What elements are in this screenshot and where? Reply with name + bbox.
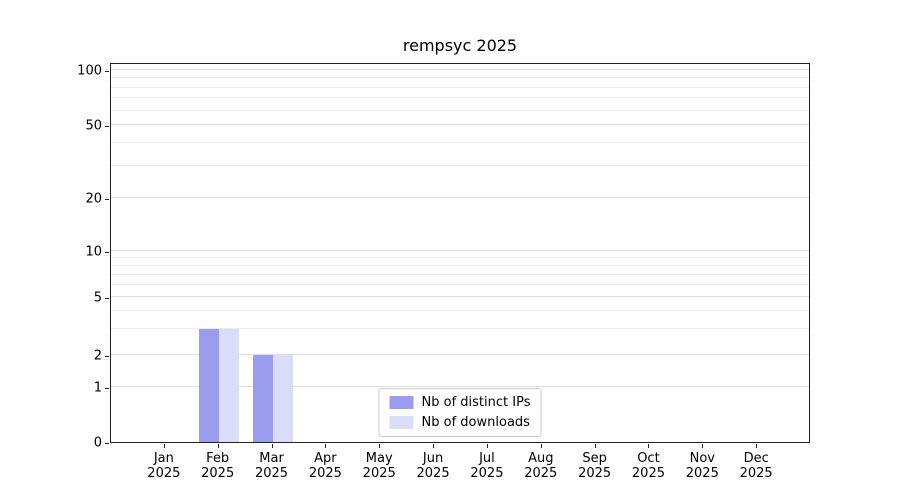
y-tick-label: 100 — [77, 63, 102, 79]
y-tick-label: 0 — [93, 435, 102, 451]
gridline — [111, 257, 809, 259]
y-tick-label: 50 — [85, 118, 102, 134]
bar-feb-distinct-ips — [198, 329, 219, 442]
x-tick-mark — [702, 444, 704, 448]
x-tick-mark — [486, 444, 488, 448]
y-tick-mark — [105, 126, 109, 127]
y-tick-mark — [105, 199, 109, 200]
x-tick-mark — [756, 444, 758, 448]
plot-area: Nb of distinct IPs Nb of downloads — [110, 63, 810, 443]
gridline — [111, 273, 809, 275]
x-tick-label: Jun 2025 — [416, 451, 450, 482]
x-tick-label: Oct 2025 — [631, 451, 665, 482]
x-tick-label: Dec 2025 — [739, 451, 773, 482]
y-tick-mark — [105, 356, 109, 358]
y-tick-label: 5 — [93, 290, 102, 306]
legend-swatch-distinct-ips — [389, 396, 414, 409]
x-tick-mark — [217, 444, 219, 448]
gridline — [111, 386, 809, 388]
y-tick-mark — [105, 388, 109, 389]
gridline — [111, 296, 809, 297]
gridline — [111, 283, 809, 285]
x-tick-mark — [540, 444, 542, 448]
bar-mar-downloads — [272, 355, 293, 442]
y-tick-mark — [105, 252, 109, 253]
gridline — [111, 197, 809, 199]
gridline — [111, 141, 809, 143]
x-tick-label: Feb 2025 — [201, 451, 235, 482]
gridline — [111, 109, 809, 111]
x-tick-label: Mar 2025 — [254, 451, 289, 482]
y-tick-mark — [105, 443, 109, 444]
bar-mar-distinct-ips — [252, 355, 273, 442]
x-tick-label: Jan 2025 — [147, 451, 181, 482]
x-tick-label: Jul 2025 — [470, 451, 504, 482]
y-tick-label: 2 — [93, 348, 102, 364]
gridline — [111, 69, 809, 71]
x-tick-label: Nov 2025 — [685, 451, 719, 482]
x-tick-label: Apr 2025 — [308, 451, 342, 482]
x-tick-mark — [163, 444, 165, 448]
x-tick-label: Sep 2025 — [578, 451, 612, 482]
chart-title: rempsyc 2025 — [402, 36, 518, 55]
y-tick-mark — [105, 71, 109, 73]
gridline — [111, 354, 809, 356]
legend-label-downloads: Nb of downloads — [421, 415, 530, 430]
x-tick-label: May 2025 — [362, 451, 396, 482]
bar-feb-downloads — [218, 329, 239, 442]
gridline — [111, 310, 809, 312]
gridline — [111, 97, 809, 99]
gridline — [111, 328, 809, 330]
y-tick-label: 1 — [93, 380, 102, 396]
y-tick-label: 10 — [85, 244, 102, 260]
legend-item-downloads: Nb of downloads — [389, 415, 531, 430]
gridline — [111, 86, 809, 88]
x-tick-mark — [648, 444, 650, 448]
gridline — [111, 250, 809, 252]
legend-label-distinct-ips: Nb of distinct IPs — [421, 395, 531, 410]
gridline — [111, 124, 809, 126]
x-tick-mark — [594, 444, 596, 448]
x-tick-mark — [271, 444, 273, 448]
gridline — [111, 164, 809, 166]
x-tick-label: Aug 2025 — [524, 451, 558, 482]
x-tick-mark — [433, 444, 435, 448]
legend-item-distinct-ips: Nb of distinct IPs — [389, 395, 531, 410]
y-tick-mark — [105, 297, 109, 299]
y-tick-label: 20 — [85, 191, 102, 207]
x-tick-mark — [379, 444, 381, 448]
gridline — [111, 77, 809, 79]
legend: Nb of distinct IPs Nb of downloads — [378, 388, 542, 437]
x-tick-mark — [325, 444, 327, 448]
legend-swatch-downloads — [389, 416, 414, 429]
gridline — [111, 264, 809, 266]
